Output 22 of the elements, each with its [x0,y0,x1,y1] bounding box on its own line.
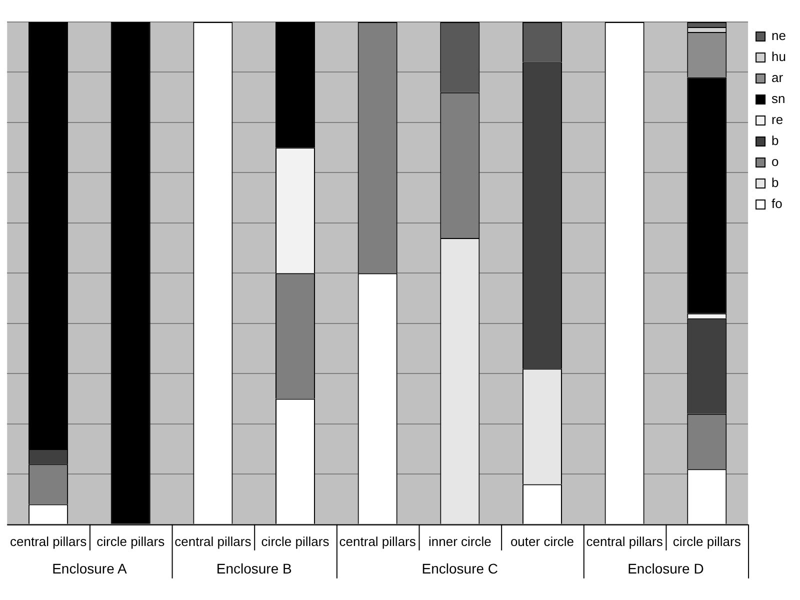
x-tick-label: central pillars [339,534,416,549]
text: Enclosure C [422,560,498,576]
legend-label: sn [772,91,786,106]
x-tick-label: circle pillars [261,534,330,549]
legend-label: b [772,175,779,190]
legend-label: hu [772,49,786,64]
legend-label: o [772,154,779,170]
x-tick-label: inner circle [428,534,492,549]
x-tick-label: central pillars [174,534,252,549]
legend-label: fo [772,196,782,212]
x-tick-label: circle pillars [96,534,166,549]
x-tick-label: circle pillars [672,534,742,549]
text: Enclosure B [216,560,292,576]
x-tick-label: central pillars [10,534,88,549]
legend-label: ar [772,70,784,86]
text: Enclosure D [628,560,704,576]
legend-label: ne [772,28,786,44]
legend-label: b [772,133,779,148]
legend-label: re [772,112,784,128]
text: Enclosure A [52,560,128,576]
x-tick-label: central pillars [586,534,664,549]
x-tick-label: outer circle [510,534,574,549]
